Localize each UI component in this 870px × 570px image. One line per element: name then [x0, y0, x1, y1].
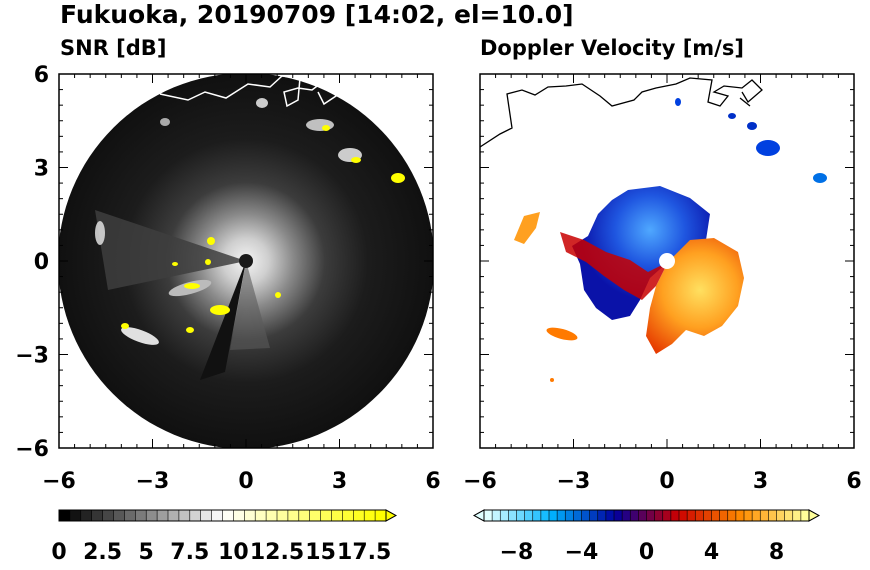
snr-tick-labels: −6 −3 0 3 6 6 3 0 −3 −6	[15, 63, 440, 494]
velocity-x-tick-label: 6	[846, 469, 861, 494]
velocity-panel	[480, 77, 827, 382]
velocity-tick-labels: −6 −3 0 3 6	[463, 469, 862, 494]
velocity-colorbar-min-arrow	[472, 509, 485, 522]
velocity-echoes	[514, 98, 827, 382]
snr-colorbar-max-arrow	[385, 509, 398, 522]
snr-y-tick-label: −6	[15, 437, 49, 462]
velocity-colorbar-label: 0	[639, 540, 654, 565]
velocity-x-tick-label: −6	[463, 469, 497, 494]
snr-y-tick-label: 6	[34, 63, 49, 88]
snr-x-tick-label: −6	[42, 469, 76, 494]
snr-sector-southwest	[200, 261, 246, 380]
velocity-colorbar-max-arrow	[808, 509, 821, 522]
snr-x-tick-label: 3	[332, 469, 347, 494]
velocity-colorbar	[472, 509, 821, 522]
snr-y-tick-label: 0	[34, 250, 49, 275]
snr-panel	[59, 74, 433, 448]
velocity-red-arm	[560, 232, 668, 300]
velocity-colorbar-label: 8	[769, 540, 784, 565]
snr-colorbar-label: 17.5	[337, 540, 391, 565]
velocity-colorbar-labels: −8 −4 0 4 8	[500, 540, 785, 565]
snr-x-tick-label: 0	[238, 469, 253, 494]
velocity-x-tick-label: 0	[659, 469, 674, 494]
snr-colorbar-label: 5	[139, 540, 154, 565]
snr-strong-echoes	[121, 125, 405, 333]
snr-colorbar-label: 10	[218, 540, 249, 565]
snr-colorbar-label: 12.5	[250, 540, 304, 565]
snr-colorbar-label: 0	[51, 540, 66, 565]
snr-x-tick-label: 6	[425, 469, 440, 494]
snr-colorbar-label: 2.5	[83, 540, 122, 565]
snr-sector-west	[95, 210, 246, 290]
snr-panel-title: SNR [dB]	[60, 36, 167, 60]
snr-radar-site-marker	[239, 254, 253, 268]
snr-y-tick-label: 3	[34, 157, 49, 182]
velocity-x-tick-label: −3	[557, 469, 591, 494]
snr-sector-south	[230, 261, 270, 350]
snr-coastline	[159, 75, 338, 108]
velocity-radar-site-marker	[659, 253, 675, 269]
snr-colorbar-labels: 0 2.5 5 7.5 10 12.5 15 17.5	[51, 540, 391, 565]
snr-colorbar-label: 7.5	[170, 540, 209, 565]
velocity-x-tick-label: 3	[753, 469, 768, 494]
figure-title: Fukuoka, 20190709 [14:02, el=10.0]	[60, 0, 574, 29]
velocity-panel-title: Doppler Velocity [m/s]	[480, 36, 744, 60]
velocity-colorbar-label: 4	[704, 540, 719, 565]
velocity-blue-region	[572, 186, 710, 320]
velocity-coastline	[480, 77, 763, 148]
snr-colorbar-label: 15	[305, 540, 336, 565]
velocity-colorbar-label: −4	[565, 540, 599, 565]
snr-y-tick-label: −3	[15, 344, 49, 369]
snr-x-tick-label: −3	[136, 469, 170, 494]
snr-axis-ticks	[58, 73, 434, 449]
velocity-axis-ticks	[479, 73, 855, 449]
snr-colorbar	[58, 509, 398, 522]
velocity-colorbar-label: −8	[500, 540, 534, 565]
